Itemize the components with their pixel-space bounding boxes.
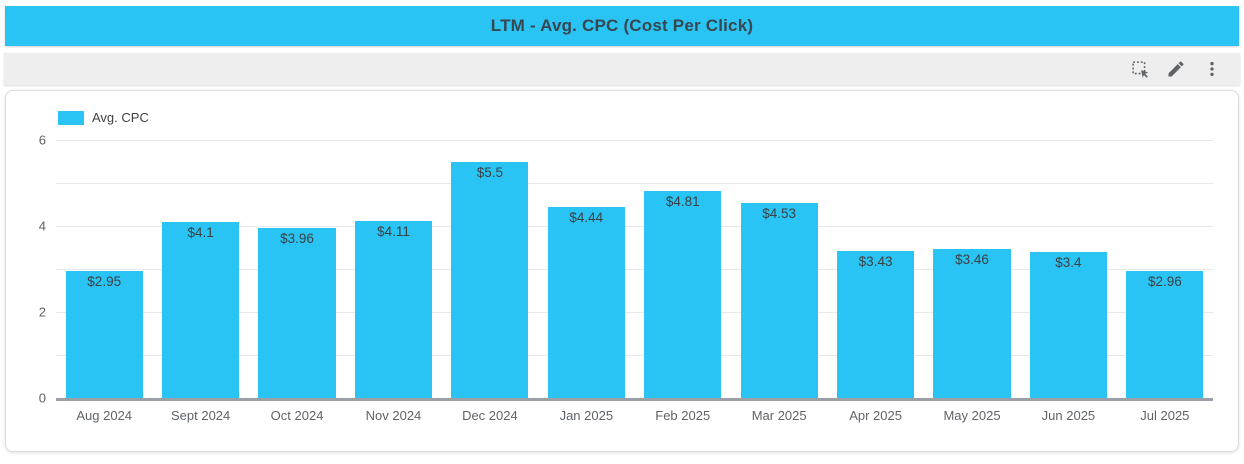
bar-aug-2024[interactable]: $2.95: [65, 271, 143, 398]
y-axis-tick-label: 6: [38, 132, 46, 148]
bar-value-label: $3.96: [280, 230, 314, 246]
bar-value-label: $3.46: [955, 252, 989, 268]
edit-button[interactable]: [1164, 57, 1188, 81]
bar-slot: $3.4: [1020, 143, 1116, 398]
x-axis-label: Dec 2024: [462, 408, 518, 423]
gridline: [56, 312, 1213, 313]
bar-feb-2025[interactable]: $4.81: [644, 191, 722, 398]
gridline: [56, 269, 1213, 270]
bar-value-label: $3.4: [1055, 254, 1082, 270]
gridline: [56, 183, 1213, 184]
bar-value-label: $2.95: [87, 274, 122, 290]
x-axis-label: Aug 2024: [76, 408, 133, 423]
more-vert-icon: [1202, 59, 1222, 79]
plot-area: 0 2 4 6 $2.95 $4.1 $3.96 $4.11 $5.5 $4.44 $4.81 $4.…: [39, 134, 1213, 405]
x-axis-labels: Aug 2024 Sept 2024 Oct 2024 Nov 2024 Dec 202…: [56, 408, 1213, 423]
x-axis-label: Nov 2024: [365, 408, 422, 423]
bar-series: $2.95 $4.1 $3.96 $4.11 $5.5 $4.44 $4.81 $4.53 $3…: [56, 143, 1213, 398]
gridline: [56, 226, 1213, 227]
x-axis-label: Mar 2025: [751, 408, 807, 423]
bar-value-label: $4.1: [187, 224, 214, 240]
bar-slot: $2.96: [1117, 143, 1213, 398]
bar-value-label: $4.11: [377, 224, 410, 240]
bar-oct-2024[interactable]: $3.96: [258, 227, 336, 398]
x-axis-label: Oct 2024: [270, 408, 324, 423]
gridline: [56, 355, 1213, 356]
bar-jan-2025[interactable]: $4.44: [547, 207, 625, 398]
bar-dec-2024[interactable]: $5.5: [451, 161, 529, 398]
bar-slot: $3.96: [249, 143, 345, 398]
bar-slot: $3.43: [827, 143, 923, 398]
chart-card: Avg. CPC 0 2 4 6 $2.95 $4.1 $3.96 $4.11 $5.5 $4.4…: [5, 90, 1239, 452]
y-axis-tick-label: 4: [38, 218, 46, 234]
bar-value-label: $4.81: [665, 194, 700, 210]
bar-slot: $3.46: [924, 143, 1020, 398]
gridline: [56, 140, 1213, 141]
edit-pencil-icon: [1166, 59, 1186, 79]
bar-slot: $4.1: [152, 143, 248, 398]
chart-legend: Avg. CPC: [58, 110, 149, 125]
bar-value-label: $4.53: [762, 206, 797, 222]
x-axis-label: Apr 2025: [849, 408, 902, 423]
x-axis-label: Jul 2025: [1140, 408, 1190, 423]
x-axis-label: Sept 2024: [170, 408, 231, 423]
bar-value-label: $2.96: [1147, 273, 1182, 289]
bar-value-label: $4.44: [569, 210, 604, 226]
bar-apr-2025[interactable]: $3.43: [837, 250, 915, 398]
bar-slot: $4.53: [731, 143, 827, 398]
bar-mar-2025[interactable]: $4.53: [740, 203, 818, 398]
x-axis-label: Feb 2025: [655, 408, 711, 423]
bar-slot: $4.81: [635, 143, 731, 398]
bar-jun-2025[interactable]: $3.4: [1029, 251, 1107, 398]
bar-nov-2024[interactable]: $4.11: [354, 221, 433, 398]
legend-label: Avg. CPC: [92, 110, 149, 125]
x-axis-label: Jan 2025: [559, 408, 614, 423]
y-axis-tick-label: 0: [38, 390, 46, 406]
x-axis-label: Jun 2025: [1041, 408, 1096, 423]
chart-toolbar: [4, 53, 1240, 85]
bar-jul-2025[interactable]: $2.96: [1126, 270, 1204, 398]
bar-slot: $5.5: [442, 143, 538, 398]
more-options-button[interactable]: [1200, 57, 1224, 81]
page-title: LTM - Avg. CPC (Cost Per Click): [490, 16, 754, 35]
bar-may-2025[interactable]: $3.46: [933, 249, 1011, 398]
bar-slot: $2.95: [56, 143, 152, 398]
bar-sept-2024[interactable]: $4.1: [162, 221, 240, 398]
bar-slot: $4.44: [538, 143, 634, 398]
marquee-select-icon: [1129, 58, 1151, 80]
legend-swatch: [58, 110, 84, 125]
chart-header-bar: LTM - Avg. CPC (Cost Per Click): [5, 6, 1239, 46]
bar-slot: $4.11: [345, 143, 441, 398]
bar-value-label: $3.43: [858, 253, 893, 269]
bar-value-label: $5.5: [476, 164, 504, 180]
x-axis-label: May 2025: [943, 408, 1001, 423]
y-axis-tick-label: 2: [38, 304, 46, 320]
marquee-select-button[interactable]: [1128, 57, 1152, 81]
